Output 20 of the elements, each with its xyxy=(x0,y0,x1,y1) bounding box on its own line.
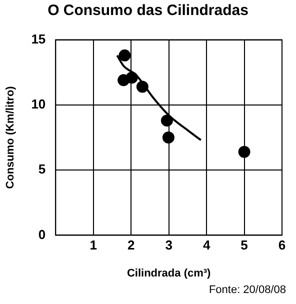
x-axis-title: Cilindrada (cm³) xyxy=(126,267,212,280)
source-note: Fonte: 20/08/08 xyxy=(208,284,286,298)
x-tick-label: 3 xyxy=(165,238,172,253)
point xyxy=(160,114,173,127)
point xyxy=(126,72,138,84)
y-tick-label: 5 xyxy=(38,162,46,177)
y-axis-title: Consumo (Km/litro) xyxy=(4,86,17,189)
chart-title: O Consumo das Cilindradas xyxy=(46,1,250,21)
x-tick-label: 4 xyxy=(202,238,211,253)
point xyxy=(118,49,131,62)
y-tick-label: 0 xyxy=(38,226,46,242)
x-tick-label: 2 xyxy=(127,238,135,253)
y-tick-label: 15 xyxy=(31,31,46,46)
x-tick-label: 5 xyxy=(240,238,248,253)
point xyxy=(136,80,148,93)
y-tick-label: 10 xyxy=(31,96,46,112)
x-tick-label: 1 xyxy=(90,238,97,253)
x-tick-label: 6 xyxy=(278,238,286,253)
point xyxy=(238,146,250,158)
point xyxy=(162,132,174,144)
